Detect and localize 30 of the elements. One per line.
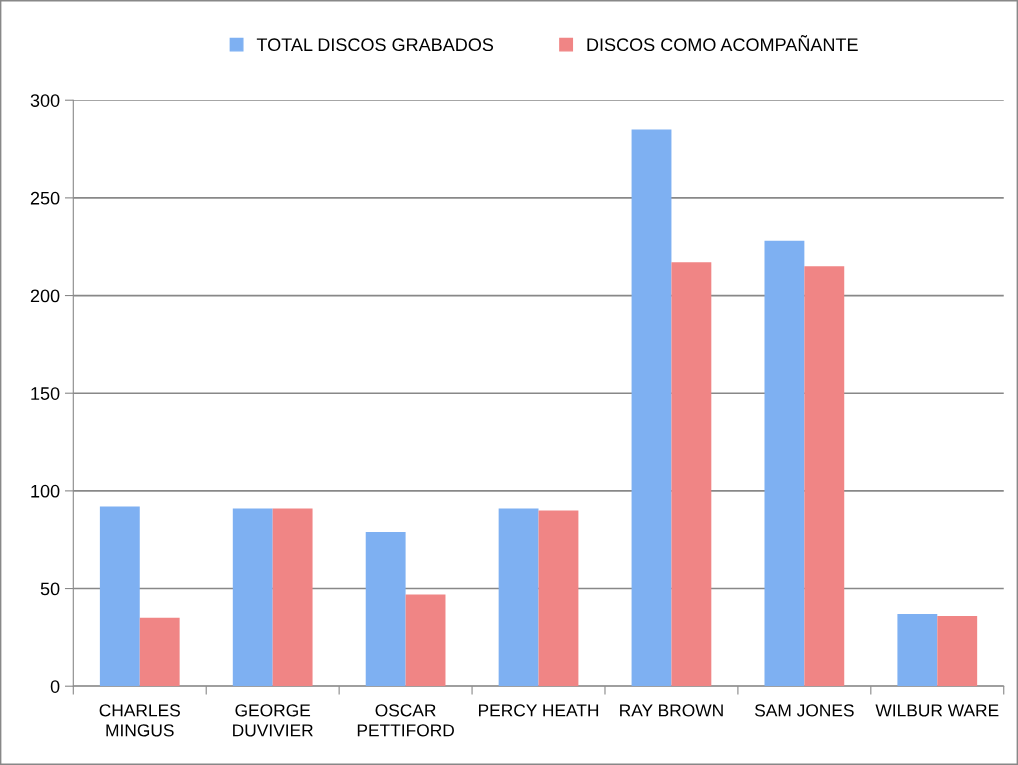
bar	[671, 262, 712, 687]
y-tick-label: 100	[31, 484, 60, 498]
bar	[897, 613, 938, 687]
bar	[365, 531, 406, 687]
x-tick-label: WILBUR WARE	[875, 704, 999, 717]
bar	[764, 240, 805, 687]
y-tick-label: 300	[30, 94, 60, 107]
bar	[804, 266, 845, 687]
y-tick-label: 150	[31, 387, 60, 400]
bar	[139, 617, 180, 687]
x-tick-label: RAY BROWN	[620, 704, 723, 717]
bar	[631, 129, 672, 687]
bar	[405, 594, 446, 687]
legend-label: DISCOS COMO ACOMPAÑANTE	[587, 35, 858, 52]
x-tick-label: CHARLES MINGUS	[99, 704, 180, 737]
y-tick-label: 200	[30, 289, 60, 303]
bar	[538, 510, 579, 687]
x-tick-label: OSCAR PETTIFORD	[357, 704, 454, 737]
bar	[498, 508, 539, 687]
bar	[272, 508, 313, 687]
y-tick-label: 250	[30, 191, 60, 205]
bar	[99, 506, 140, 687]
y-tick-label: 50	[40, 582, 60, 596]
x-tick-label: PERCY HEATH	[479, 704, 599, 717]
bar	[937, 615, 978, 687]
x-tick-label: GEORGE DUVIVIER	[233, 704, 313, 737]
bar	[232, 508, 273, 687]
y-tick-label: 0	[50, 680, 60, 693]
x-tick-label: SAM JONES	[754, 704, 854, 717]
legend-label: TOTAL DISCOS GRABADOS	[256, 38, 494, 52]
